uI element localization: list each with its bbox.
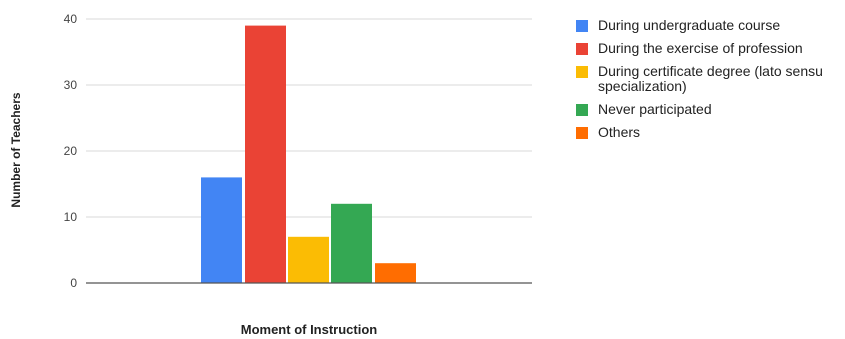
y-axis-ticks: 0 10 20 30 40 <box>64 12 78 290</box>
bar-2 <box>245 25 286 283</box>
legend-label: Never participated <box>598 101 712 117</box>
y-tick-label: 40 <box>64 12 78 26</box>
legend-swatch <box>576 66 588 78</box>
legend-label: Others <box>598 124 641 140</box>
bar-5 <box>375 263 416 283</box>
legend-label: During certificate degree (lato sensu sp… <box>598 63 823 94</box>
legend-label: During the exercise of profession <box>598 40 803 56</box>
gridlines <box>86 18 532 218</box>
bar-3 <box>288 236 329 283</box>
legend-item: Never participated <box>576 102 845 117</box>
legend-label: During undergraduate course <box>598 17 781 33</box>
legend-swatch <box>576 20 588 32</box>
legend-item: During the exercise of profession <box>576 41 845 56</box>
legend-item: Others <box>576 125 845 140</box>
legend: During undergraduate course During the ex… <box>576 18 845 148</box>
legend-item: During undergraduate course <box>576 18 845 33</box>
legend-swatch <box>576 43 588 55</box>
bars <box>201 25 416 283</box>
y-axis-label: Number of Teachers <box>9 92 23 207</box>
legend-swatch <box>576 104 588 116</box>
y-tick-label: 20 <box>64 144 78 158</box>
y-tick-label: 10 <box>64 210 78 224</box>
bar-1 <box>201 177 242 283</box>
legend-item: During certificate degree (lato sensu sp… <box>576 64 845 94</box>
legend-swatch <box>576 127 588 139</box>
y-tick-label: 0 <box>70 276 77 290</box>
y-tick-label: 30 <box>64 78 78 92</box>
bar-4 <box>331 203 372 283</box>
x-axis-label: Moment of Instruction <box>241 322 378 337</box>
